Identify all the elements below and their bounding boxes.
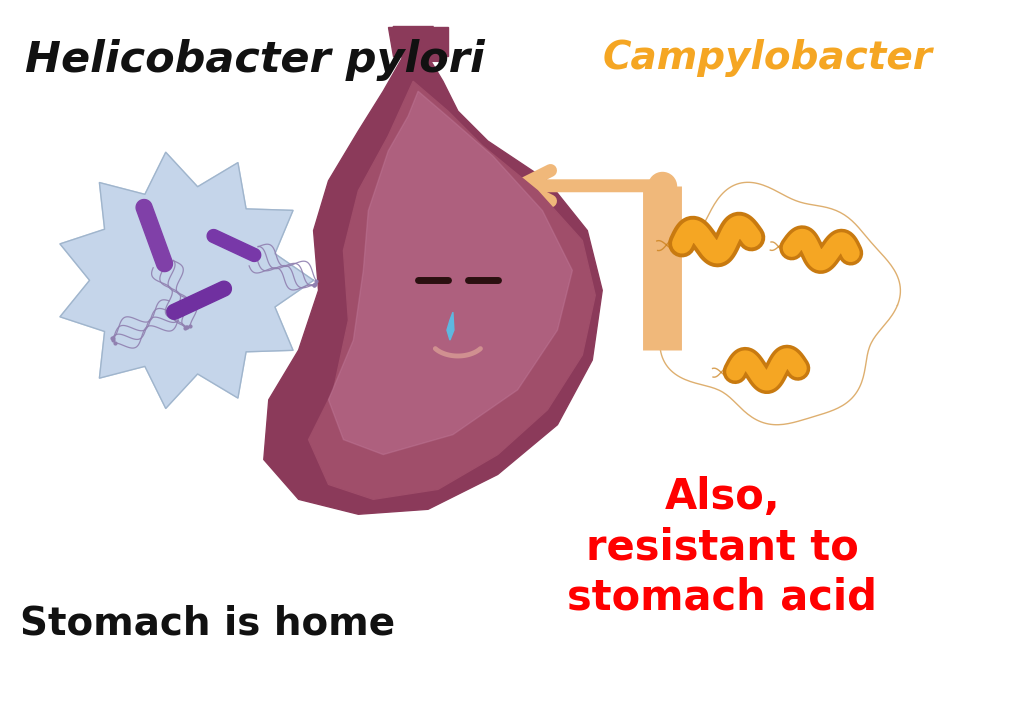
Text: Helicobacter pylori: Helicobacter pylori bbox=[25, 40, 484, 82]
Polygon shape bbox=[264, 56, 602, 514]
Polygon shape bbox=[308, 81, 595, 499]
Polygon shape bbox=[446, 312, 454, 340]
Polygon shape bbox=[167, 281, 231, 320]
Polygon shape bbox=[393, 26, 443, 61]
Polygon shape bbox=[659, 182, 900, 425]
Polygon shape bbox=[329, 91, 572, 454]
Text: Campylobacter: Campylobacter bbox=[602, 40, 932, 77]
Polygon shape bbox=[388, 26, 447, 56]
Polygon shape bbox=[207, 229, 261, 261]
Polygon shape bbox=[60, 152, 313, 408]
Text: Also,
resistant to
stomach acid: Also, resistant to stomach acid bbox=[567, 476, 878, 619]
Text: Stomach is home: Stomach is home bbox=[19, 605, 395, 643]
Polygon shape bbox=[136, 200, 172, 271]
